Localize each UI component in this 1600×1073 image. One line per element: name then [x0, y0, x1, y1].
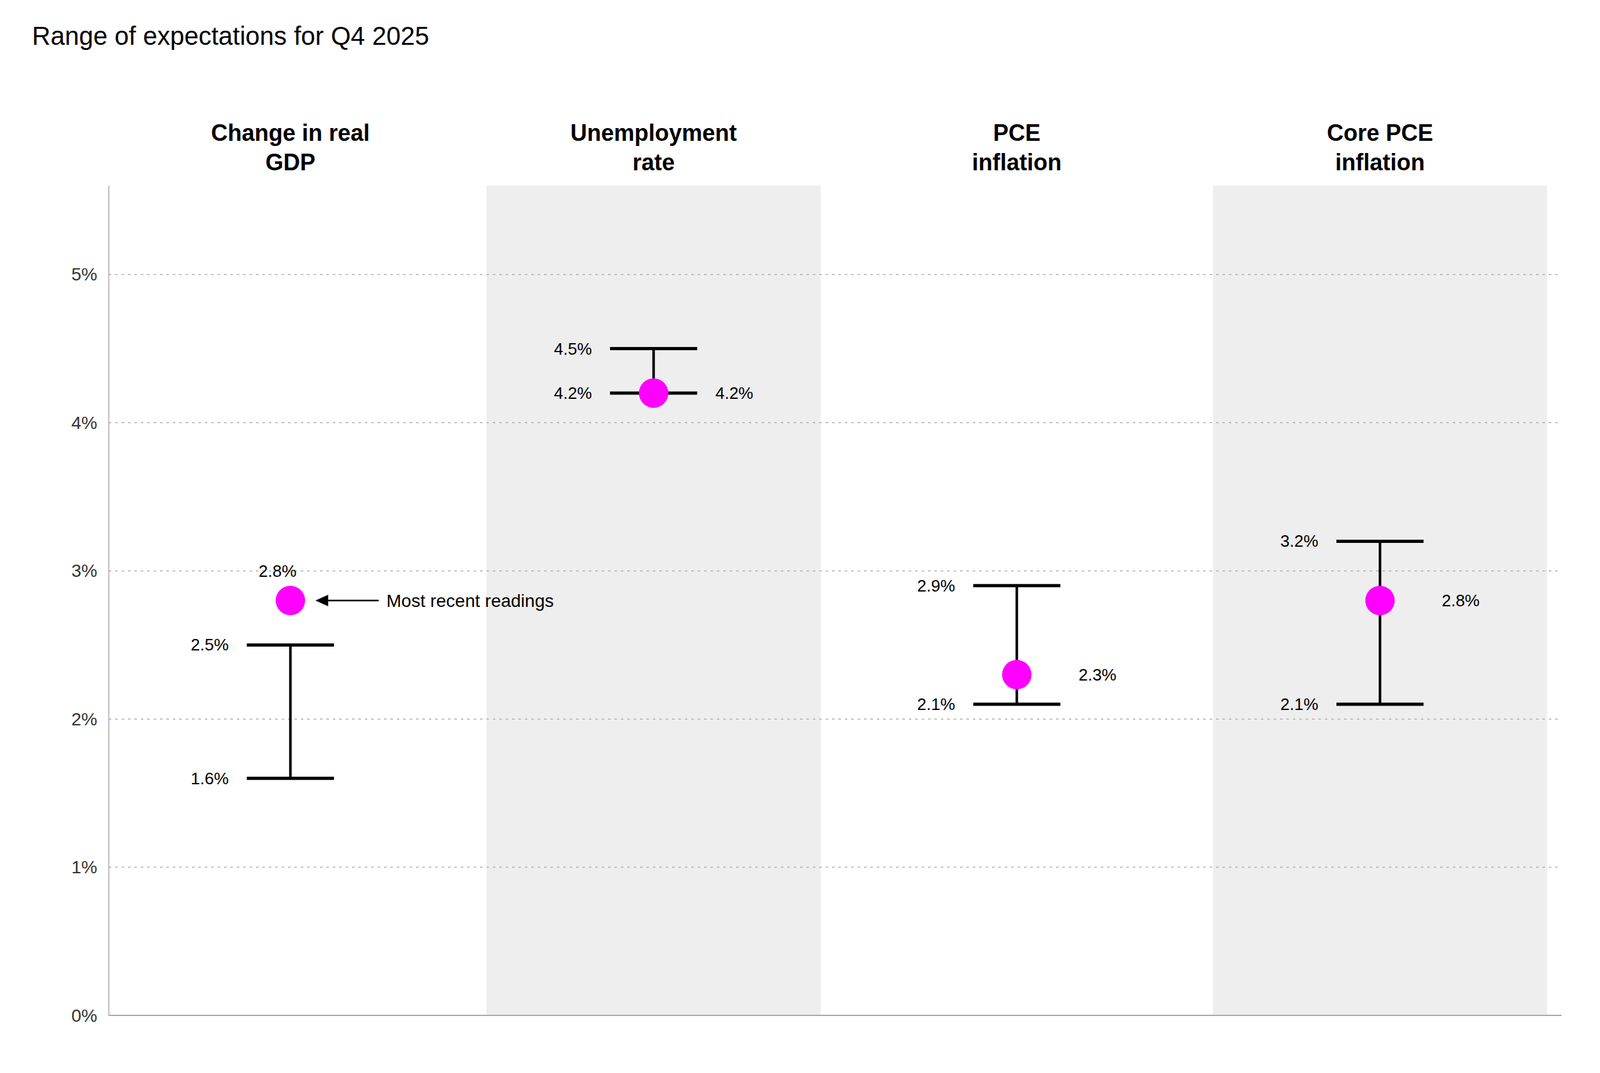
y-tick-label: 4%	[71, 412, 98, 433]
high-label: 2.5%	[190, 634, 229, 655]
current-dot	[638, 378, 669, 408]
range-bar	[1378, 540, 1382, 704]
chart: 0% 1% 2% 3% 4% 5% Range of expectations for Q4…	[0, 0, 1600, 1073]
grid-line	[108, 866, 1562, 868]
background	[0, 0, 1600, 1073]
range-cap-low	[1336, 702, 1424, 706]
range-bar	[289, 644, 292, 778]
y-tick-label: 2%	[71, 709, 98, 729]
current-label: 2.8%	[1441, 590, 1480, 610]
annotation-arrowhead	[315, 594, 329, 607]
grid-line	[108, 422, 1562, 424]
annotation-arrow	[324, 599, 379, 602]
grid-line	[108, 718, 1562, 720]
range-cap-high	[609, 346, 697, 351]
category-header: Change in realGDP	[211, 119, 370, 176]
y-tick-label: 1%	[71, 856, 98, 877]
current-label: 2.8%	[258, 561, 297, 581]
category-header: Unemploymentrate	[570, 119, 737, 176]
current-dot	[1365, 585, 1395, 616]
current-dot	[1002, 659, 1032, 690]
y-axis-line	[108, 185, 110, 1016]
grid-line	[108, 570, 1562, 572]
high-label: 4.5%	[554, 339, 592, 359]
grid-line	[108, 273, 1562, 276]
range-cap-low	[973, 702, 1061, 706]
range-cap-high	[247, 643, 335, 647]
low-label: 1.6%	[190, 768, 229, 788]
y-tick-label: 3%	[71, 560, 98, 581]
x-axis-line	[108, 1014, 1562, 1016]
range-cap-low	[247, 776, 335, 780]
y-tick-label: 0%	[71, 1005, 98, 1026]
range-cap-high	[1336, 539, 1424, 543]
marks	[247, 348, 1424, 779]
category-header: PCEinflation	[972, 119, 1062, 176]
high-label: 3.2%	[1280, 531, 1319, 551]
current-label: 2.3%	[1078, 664, 1117, 685]
low-label: 2.1%	[1280, 694, 1319, 714]
category-header: Core PCEinflation	[1326, 119, 1433, 176]
grid-line	[108, 1014, 1562, 1016]
current-label: 4.2%	[715, 383, 754, 403]
title: Range of expectations for Q4 2025	[32, 21, 429, 50]
low-label: 4.2%	[554, 383, 592, 403]
range-cap-high	[973, 583, 1061, 587]
low-label: 2.1%	[917, 694, 955, 714]
annotation: Most recent readings	[386, 590, 554, 611]
high-label: 2.9%	[917, 576, 955, 596]
current-dot	[275, 585, 306, 616]
column-shade	[1212, 185, 1547, 1016]
labels: 2.5% 1.6% 2.8% 4.5% 4.2% 4.2% 2.9% 2.1% 2.3% 3.2%…	[190, 339, 1480, 788]
y-tick-label: 5%	[71, 264, 98, 285]
grid	[108, 274, 1562, 1016]
